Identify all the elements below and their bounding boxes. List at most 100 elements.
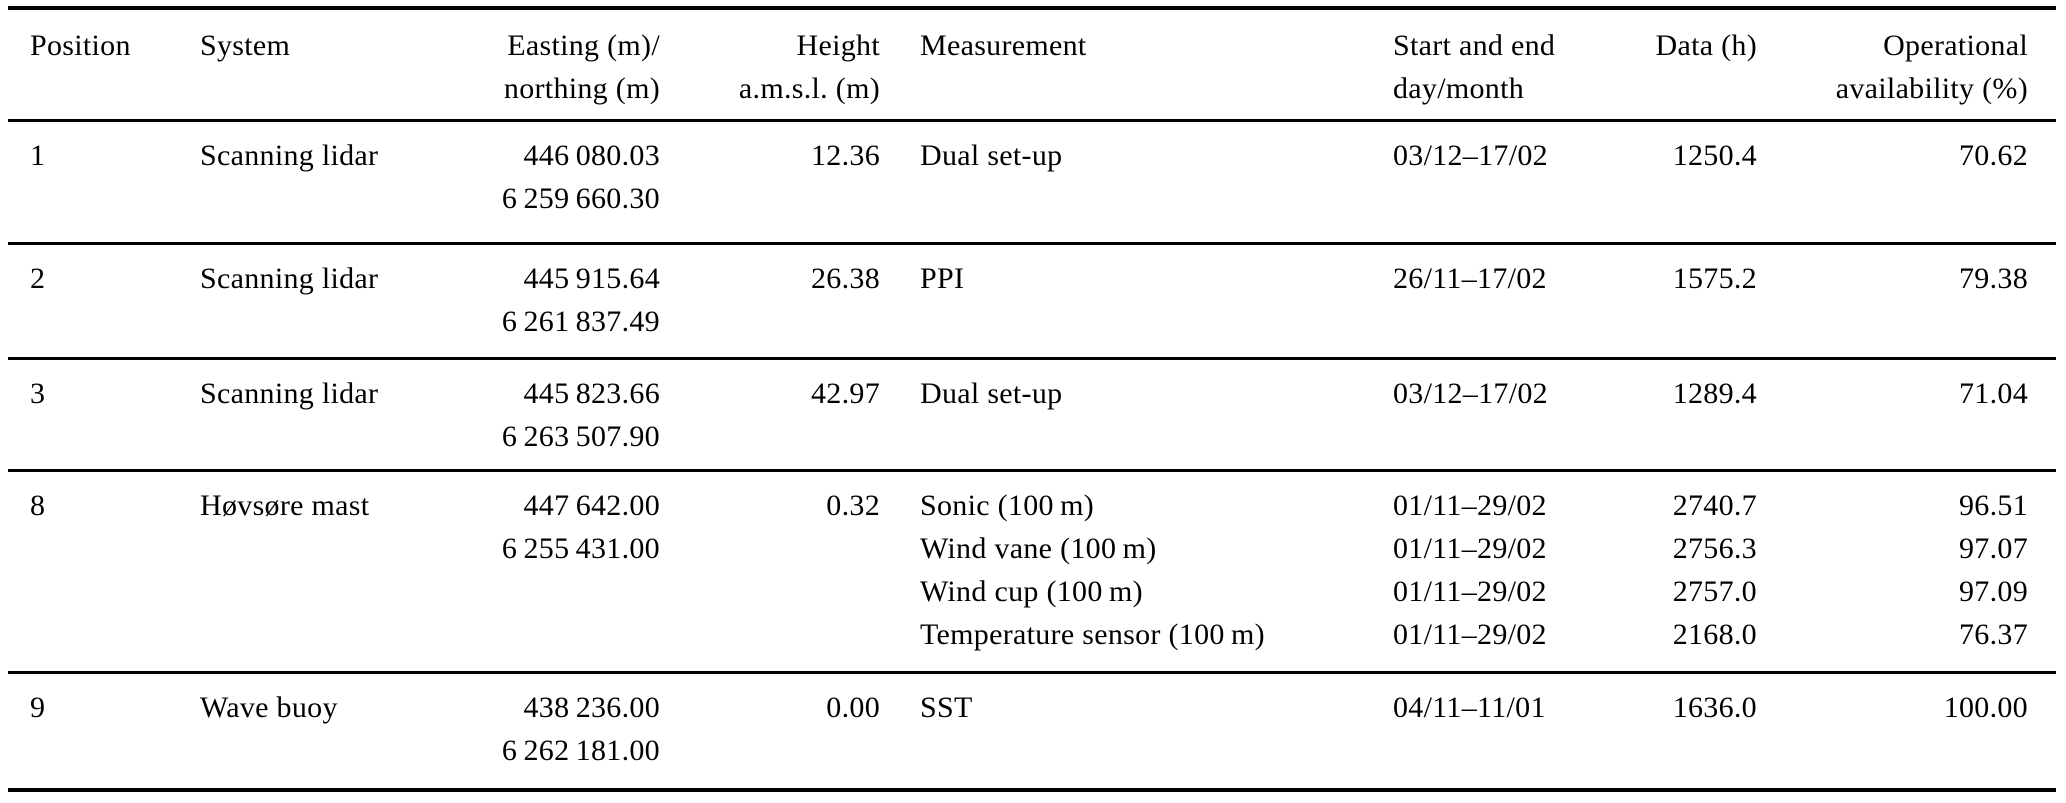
cell-easting-northing: 446 080.03 6 259 660.30 bbox=[403, 120, 660, 243]
data-hours-value: 1636.0 bbox=[1672, 690, 1757, 724]
table-row-position-8: 8 Høvsøre mast 447 642.00 6 255 431.00 0… bbox=[8, 470, 2056, 672]
cell-measurement: SST bbox=[880, 672, 1390, 790]
measurement-value: Sonic (100 m) bbox=[920, 488, 1095, 522]
northing-value: 6 255 431.00 bbox=[501, 531, 660, 565]
period-value: 03/12–17/02 bbox=[1393, 138, 1548, 172]
availability-value: 71.04 bbox=[1959, 376, 2028, 410]
cell-height: 12.36 bbox=[811, 138, 880, 172]
cell-height: 0.32 bbox=[826, 488, 880, 522]
availability-value: 70.62 bbox=[1959, 138, 2028, 172]
data-hours-value: 2740.7 bbox=[1672, 488, 1757, 522]
availability-value: 96.51 bbox=[1959, 488, 2028, 522]
measurement-value: SST bbox=[920, 690, 973, 724]
col-header-height-line1: Height bbox=[796, 29, 880, 62]
table-row-position-3: 3 Scanning lidar 445 823.66 6 263 507.90… bbox=[8, 358, 2056, 470]
easting-value: 445 915.64 bbox=[523, 261, 660, 295]
data-hours-value: 2756.3 bbox=[1672, 531, 1757, 565]
cell-system: Høvsøre mast bbox=[200, 488, 370, 522]
table-row-position-1: 1 Scanning lidar 446 080.03 6 259 660.30… bbox=[8, 120, 2056, 243]
cell-data-hours: 2740.7 2756.3 2757.0 2168.0 bbox=[1630, 470, 1757, 672]
period-value: 01/11–29/02 bbox=[1393, 488, 1547, 522]
availability-value: 97.07 bbox=[1959, 531, 2028, 565]
col-header-period: Start and end day/month bbox=[1390, 8, 1630, 120]
col-header-northing-line2: northing (m) bbox=[503, 72, 660, 105]
table-row-position-9: 9 Wave buoy 438 236.00 6 262 181.00 0.00… bbox=[8, 672, 2056, 790]
cell-system: Wave buoy bbox=[200, 690, 338, 724]
cell-data-hours: 1636.0 bbox=[1630, 672, 1757, 790]
cell-availability: 100.00 bbox=[1757, 672, 2056, 790]
cell-period: 04/11–11/01 bbox=[1390, 672, 1630, 790]
measurement-value: PPI bbox=[920, 261, 965, 295]
col-header-measurement-label: Measurement bbox=[920, 29, 1087, 62]
col-header-position-label: Position bbox=[30, 29, 131, 62]
cell-easting-northing: 445 823.66 6 263 507.90 bbox=[403, 358, 660, 470]
availability-value: 97.09 bbox=[1959, 574, 2028, 608]
period-value: 01/11–29/02 bbox=[1393, 574, 1547, 608]
period-value: 26/11–17/02 bbox=[1393, 261, 1547, 295]
period-value: 03/12–17/02 bbox=[1393, 376, 1548, 410]
period-value: 01/11–29/02 bbox=[1393, 531, 1547, 565]
northing-value: 6 261 837.49 bbox=[501, 304, 660, 338]
cell-data-hours: 1289.4 bbox=[1630, 358, 1757, 470]
cell-system: Scanning lidar bbox=[200, 138, 379, 172]
northing-value: 6 262 181.00 bbox=[501, 733, 660, 767]
cell-availability: 96.51 97.07 97.09 76.37 bbox=[1757, 470, 2056, 672]
col-header-period-line1: Start and end bbox=[1393, 29, 1556, 62]
col-header-availability-line1: Operational bbox=[1883, 29, 2028, 62]
col-header-system: System bbox=[173, 8, 403, 120]
cell-period: 26/11–17/02 bbox=[1390, 243, 1630, 358]
col-header-position: Position bbox=[8, 8, 173, 120]
cell-system: Scanning lidar bbox=[200, 376, 379, 410]
cell-period: 01/11–29/02 01/11–29/02 01/11–29/02 01/1… bbox=[1390, 470, 1630, 672]
easting-value: 445 823.66 bbox=[523, 376, 660, 410]
cell-measurement: PPI bbox=[880, 243, 1390, 358]
northing-value: 6 259 660.30 bbox=[501, 181, 660, 215]
cell-height: 26.38 bbox=[811, 261, 880, 295]
cell-height: 0.00 bbox=[826, 690, 880, 724]
northing-value: 6 263 507.90 bbox=[501, 419, 660, 453]
table-row-position-2: 2 Scanning lidar 445 915.64 6 261 837.49… bbox=[8, 243, 2056, 358]
availability-value: 100.00 bbox=[1943, 690, 2028, 724]
easting-value: 446 080.03 bbox=[523, 138, 660, 172]
availability-value: 79.38 bbox=[1959, 261, 2028, 295]
easting-value: 447 642.00 bbox=[523, 488, 660, 522]
col-header-easting-northing: Easting (m)/ northing (m) bbox=[403, 8, 660, 120]
col-header-availability-line2: availability (%) bbox=[1835, 72, 2028, 105]
period-value: 04/11–11/01 bbox=[1393, 690, 1546, 724]
col-header-period-line2: day/month bbox=[1393, 72, 1525, 105]
measurement-value: Wind vane (100 m) bbox=[920, 531, 1157, 565]
col-header-height: Height a.m.s.l. (m) bbox=[660, 8, 880, 120]
cell-measurement: Dual set-up bbox=[880, 358, 1390, 470]
measurement-value: Dual set-up bbox=[920, 138, 1063, 172]
data-hours-value: 1289.4 bbox=[1672, 376, 1757, 410]
col-header-measurement: Measurement bbox=[880, 8, 1390, 120]
col-header-easting-line1: Easting (m)/ bbox=[507, 29, 660, 62]
cell-measurement: Dual set-up bbox=[880, 120, 1390, 243]
period-value: 01/11–29/02 bbox=[1393, 617, 1547, 651]
cell-availability: 71.04 bbox=[1757, 358, 2056, 470]
cell-availability: 79.38 bbox=[1757, 243, 2056, 358]
col-header-data-hours-label: Data (h) bbox=[1655, 29, 1757, 62]
cell-easting-northing: 447 642.00 6 255 431.00 bbox=[403, 470, 660, 672]
col-header-height-line2: a.m.s.l. (m) bbox=[738, 72, 880, 105]
cell-position: 8 bbox=[30, 488, 46, 522]
cell-data-hours: 1250.4 bbox=[1630, 120, 1757, 243]
cell-position: 3 bbox=[30, 376, 46, 410]
cell-system: Scanning lidar bbox=[200, 261, 379, 295]
col-header-data-hours: Data (h) bbox=[1630, 8, 1757, 120]
cell-position: 1 bbox=[30, 138, 46, 172]
col-header-system-label: System bbox=[200, 29, 291, 62]
measurement-value: Wind cup (100 m) bbox=[920, 574, 1143, 608]
cell-period: 03/12–17/02 bbox=[1390, 120, 1630, 243]
measurement-campaign-table: Position System Easting (m)/ northing (m… bbox=[8, 6, 2056, 792]
data-hours-value: 2168.0 bbox=[1672, 617, 1757, 651]
cell-availability: 70.62 bbox=[1757, 120, 2056, 243]
header-row: Position System Easting (m)/ northing (m… bbox=[8, 8, 2056, 120]
easting-value: 438 236.00 bbox=[523, 690, 660, 724]
cell-easting-northing: 438 236.00 6 262 181.00 bbox=[403, 672, 660, 790]
cell-height: 42.97 bbox=[811, 376, 880, 410]
cell-period: 03/12–17/02 bbox=[1390, 358, 1630, 470]
data-hours-value: 1250.4 bbox=[1672, 138, 1757, 172]
availability-value: 76.37 bbox=[1959, 617, 2028, 651]
cell-data-hours: 1575.2 bbox=[1630, 243, 1757, 358]
